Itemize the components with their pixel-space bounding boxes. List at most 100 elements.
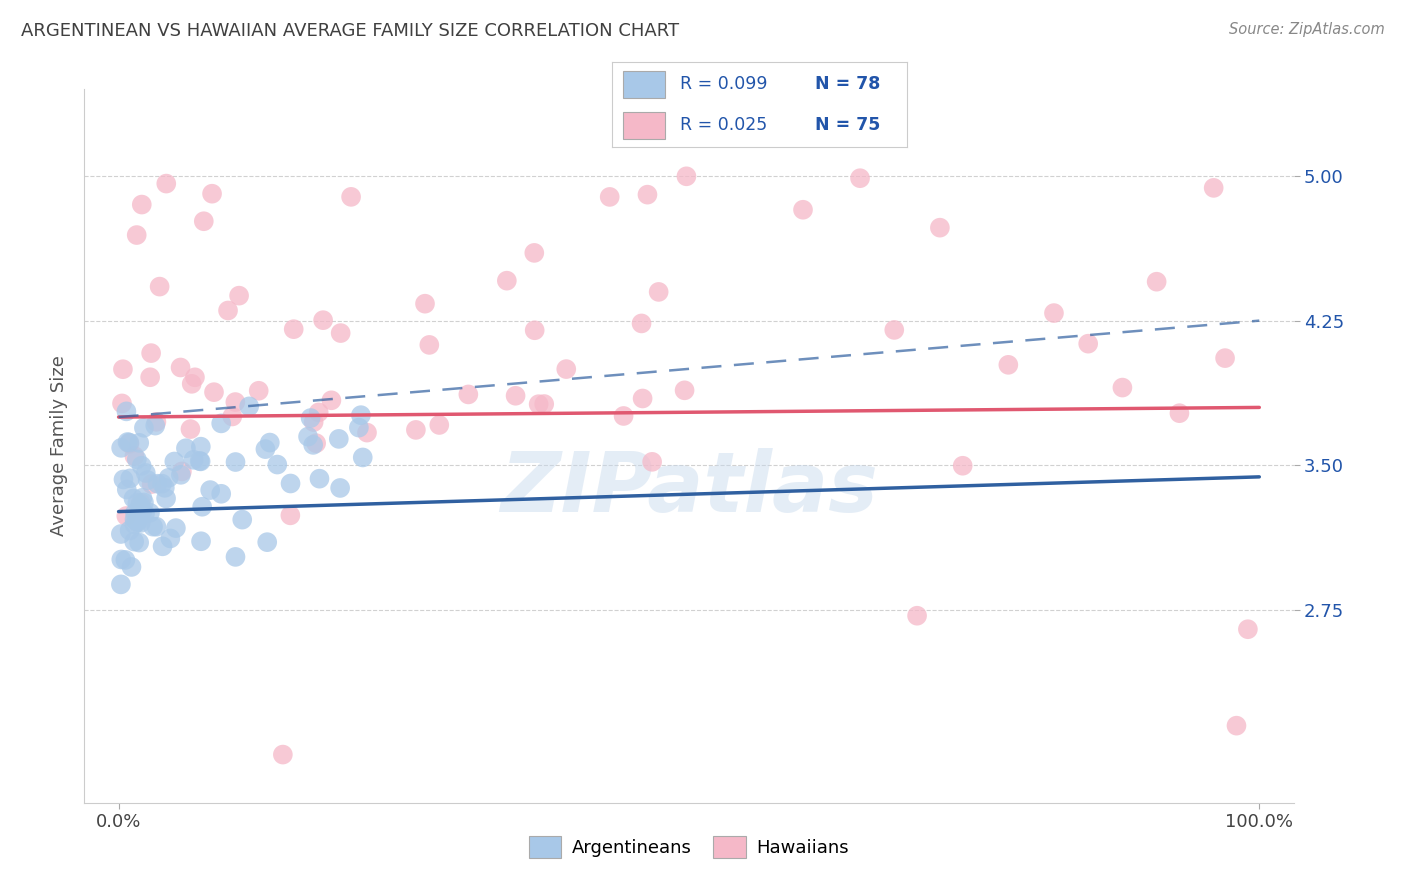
Point [1077, 336, 1099, 351]
Text: Source: ZipAtlas.com: Source: ZipAtlas.com [1229, 22, 1385, 37]
Point [636, 187, 658, 202]
Point [427, 417, 450, 432]
Point [308, 472, 330, 486]
Point [527, 397, 550, 411]
Point [308, 405, 330, 419]
Point [297, 429, 319, 443]
Point [997, 358, 1019, 372]
Point [134, 507, 156, 521]
Point [418, 338, 440, 352]
Point [321, 393, 343, 408]
Point [120, 471, 142, 485]
Point [952, 458, 974, 473]
Point [505, 389, 527, 403]
Point [928, 220, 950, 235]
Point [350, 408, 373, 422]
Point [183, 452, 205, 467]
Point [302, 415, 325, 429]
Point [1225, 719, 1247, 733]
Point [1146, 275, 1168, 289]
Point [128, 508, 150, 523]
Point [523, 246, 546, 260]
Point [125, 452, 148, 467]
Point [457, 387, 479, 401]
Point [849, 171, 872, 186]
Point [118, 436, 141, 450]
Point [115, 483, 138, 497]
Point [125, 227, 148, 242]
Point [613, 409, 636, 423]
Point [1213, 351, 1236, 365]
Point [302, 438, 325, 452]
Point [118, 524, 141, 538]
Text: ARGENTINEAN VS HAWAIIAN AVERAGE FAMILY SIZE CORRELATION CHART: ARGENTINEAN VS HAWAIIAN AVERAGE FAMILY S… [21, 22, 679, 40]
Point [180, 376, 202, 391]
Point [356, 425, 378, 440]
Point [131, 197, 153, 211]
Point [139, 346, 162, 360]
Point [122, 491, 145, 506]
Point [209, 487, 232, 501]
Point [631, 392, 654, 406]
Point [340, 190, 363, 204]
Point [169, 360, 191, 375]
Point [114, 553, 136, 567]
Point [117, 435, 139, 450]
Point [347, 420, 370, 434]
Text: R = 0.025: R = 0.025 [679, 116, 766, 134]
Point [136, 473, 159, 487]
Point [305, 436, 328, 450]
Point [280, 476, 302, 491]
Point [129, 499, 152, 513]
Point [202, 385, 225, 400]
Point [228, 288, 250, 302]
Point [328, 432, 350, 446]
Point [184, 370, 207, 384]
Point [1237, 622, 1260, 636]
Point [145, 415, 167, 429]
Point [299, 411, 322, 425]
Point [259, 435, 281, 450]
Point [1111, 381, 1133, 395]
Point [128, 435, 150, 450]
Point [905, 608, 928, 623]
Text: N = 75: N = 75 [815, 116, 880, 134]
Point [225, 455, 247, 469]
Point [118, 435, 141, 450]
Point [163, 454, 186, 468]
Point [110, 441, 132, 455]
Point [413, 296, 436, 310]
Point [673, 384, 696, 398]
Point [125, 514, 148, 528]
Point [129, 516, 152, 530]
Point [271, 747, 294, 762]
Point [122, 534, 145, 549]
Point [256, 535, 278, 549]
Point [174, 442, 197, 456]
Point [112, 472, 135, 486]
Point [329, 481, 352, 495]
Point [139, 506, 162, 520]
Point [352, 450, 374, 465]
Point [149, 279, 172, 293]
FancyBboxPatch shape [623, 112, 665, 139]
Point [641, 455, 664, 469]
Point [165, 521, 187, 535]
Point [247, 384, 270, 398]
Point [254, 442, 277, 457]
Point [883, 323, 905, 337]
Point [224, 549, 246, 564]
Point [159, 532, 181, 546]
Point [124, 506, 146, 520]
Text: R = 0.099: R = 0.099 [679, 76, 768, 94]
Text: ZIPatlas: ZIPatlas [501, 449, 877, 529]
Point [157, 471, 180, 485]
Point [110, 527, 132, 541]
Point [124, 449, 146, 463]
Point [1202, 181, 1225, 195]
Point [146, 476, 169, 491]
Point [495, 274, 517, 288]
Point [266, 458, 288, 472]
Point [198, 483, 221, 497]
Point [129, 496, 152, 510]
